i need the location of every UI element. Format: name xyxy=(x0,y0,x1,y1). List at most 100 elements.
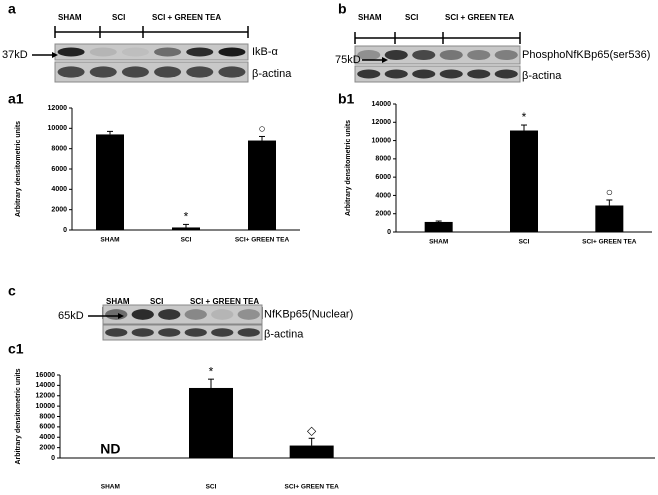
blot-band xyxy=(218,66,246,78)
annotation: * xyxy=(209,364,214,378)
blot-label: IkB-α xyxy=(252,46,279,58)
lane-header: SCI xyxy=(150,297,163,306)
panel-label: a xyxy=(8,1,16,17)
x-tick-label: SCI xyxy=(519,239,530,246)
blot-band xyxy=(89,66,117,78)
lane-header: SCI + GREEN TEA xyxy=(152,13,221,22)
y-tick-label: 0 xyxy=(51,455,55,462)
blot-label: β-actina xyxy=(252,68,292,80)
y-tick-label: 4000 xyxy=(51,186,67,193)
blot-band xyxy=(154,66,182,78)
blot-band xyxy=(237,309,260,320)
blot-band xyxy=(131,309,154,320)
blot-band xyxy=(384,49,408,61)
blot-band xyxy=(439,49,463,61)
annotation: ND xyxy=(100,441,120,457)
y-tick-label: 4000 xyxy=(39,434,55,441)
y-tick-label: 8000 xyxy=(51,146,67,153)
panel-label: a1 xyxy=(8,91,24,107)
y-tick-label: 8000 xyxy=(39,413,55,420)
x-tick-label: SCI xyxy=(181,237,192,244)
blot-band xyxy=(384,69,408,79)
blot-band xyxy=(184,328,207,337)
blot-band xyxy=(186,66,214,78)
y-tick-label: 16000 xyxy=(36,372,56,379)
blot-label: β-actina xyxy=(264,328,304,340)
blot-band xyxy=(89,47,117,57)
x-tick-label: SCI+ GREEN TEA xyxy=(284,484,339,491)
y-tick-label: 12000 xyxy=(48,105,68,112)
y-tick-label: 12000 xyxy=(36,393,56,400)
blot-band xyxy=(158,328,181,337)
blot-band xyxy=(105,328,128,337)
blot-label: β-actina xyxy=(522,70,562,82)
panel-label: c xyxy=(8,283,16,299)
annotation: * xyxy=(522,110,527,124)
y-tick-label: 2000 xyxy=(39,444,55,451)
blot-band xyxy=(357,49,381,61)
blot-band xyxy=(494,49,518,61)
y-tick-label: 14000 xyxy=(36,382,56,389)
blot-label: NfKBp65(Nuclear) xyxy=(264,308,353,320)
annotation: ○ xyxy=(258,122,265,136)
bar xyxy=(172,227,200,230)
blot-band xyxy=(158,309,181,320)
y-axis-label: Arbitrary densitometric units xyxy=(15,368,22,464)
y-tick-label: 12000 xyxy=(372,119,392,126)
lane-header: SHAM xyxy=(58,13,82,22)
marker-arrowhead xyxy=(118,313,124,319)
marker-arrowhead xyxy=(52,52,58,58)
bar xyxy=(510,130,538,232)
annotation: * xyxy=(184,210,189,224)
lane-header: SCI + GREEN TEA xyxy=(190,297,259,306)
x-tick-label: SHAM xyxy=(101,484,120,491)
blot-band xyxy=(357,69,381,79)
y-axis-label: Arbitrary densitometric units xyxy=(15,121,22,217)
x-tick-label: SCI xyxy=(206,484,217,491)
blot-band xyxy=(121,47,149,57)
marker-label: 37kD xyxy=(2,49,28,61)
blot-band xyxy=(439,69,463,79)
panel-label: b1 xyxy=(338,91,355,107)
y-tick-label: 0 xyxy=(63,227,67,234)
marker-arrowhead xyxy=(382,57,388,63)
lane-header: SHAM xyxy=(358,13,382,22)
blot-label: PhosphoNfKBp65(ser536) xyxy=(522,49,650,61)
blot-band xyxy=(467,49,491,61)
blot-band xyxy=(186,47,214,57)
marker-label: 65kD xyxy=(58,310,84,322)
x-tick-label: SHAM xyxy=(100,237,119,244)
bar xyxy=(248,140,276,230)
bar xyxy=(595,205,624,232)
lane-header: SHAM xyxy=(106,297,130,306)
blot-band xyxy=(237,328,260,337)
lane-header: SCI xyxy=(405,13,418,22)
y-tick-label: 6000 xyxy=(375,174,391,181)
blot-band xyxy=(131,328,154,337)
annotation: ○ xyxy=(606,185,613,199)
y-tick-label: 8000 xyxy=(375,156,391,163)
annotation: ◇ xyxy=(307,423,317,437)
y-axis-label: Arbitrary densitometric units xyxy=(345,120,352,216)
lane-header: SCI xyxy=(112,13,125,22)
y-tick-label: 2000 xyxy=(375,211,391,218)
blot-band xyxy=(121,66,149,78)
bar xyxy=(424,221,453,232)
bar xyxy=(96,134,124,230)
blot-band xyxy=(154,47,182,57)
blot-band xyxy=(494,69,518,79)
y-tick-label: 6000 xyxy=(39,424,55,431)
blot-band xyxy=(105,309,128,320)
blot-band xyxy=(412,49,436,61)
y-tick-label: 4000 xyxy=(375,192,391,199)
y-tick-label: 14000 xyxy=(372,101,392,108)
blot-band xyxy=(57,66,85,78)
x-tick-label: SHAM xyxy=(429,239,448,246)
y-tick-label: 10000 xyxy=(48,125,68,132)
x-tick-label: SCI+ GREEN TEA xyxy=(582,239,637,246)
bar xyxy=(289,445,334,458)
blot-band xyxy=(412,69,436,79)
blot-band xyxy=(211,309,234,320)
x-tick-label: SCI+ GREEN TEA xyxy=(235,237,290,244)
